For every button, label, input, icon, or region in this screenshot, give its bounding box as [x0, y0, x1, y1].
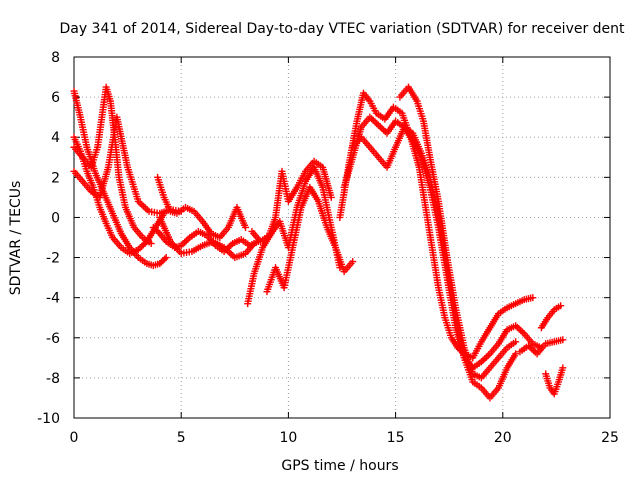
- chart-title: Day 341 of 2014, Sidereal Day-to-day VTE…: [59, 21, 625, 37]
- data-point-marker: [376, 123, 384, 131]
- series-satellite-track-15: [516, 336, 567, 358]
- y-tick-label: -8: [46, 371, 60, 387]
- data-point-marker: [373, 120, 381, 128]
- y-tick-label: -4: [46, 291, 60, 307]
- data-point-marker: [242, 223, 250, 231]
- x-tick-label: 20: [494, 430, 512, 446]
- data-point-marker: [162, 254, 170, 262]
- data-point-marker: [349, 258, 357, 266]
- data-point-marker: [138, 242, 146, 250]
- data-point-marker: [483, 353, 491, 361]
- y-tick-label: 0: [51, 210, 60, 226]
- y-tick-labels: -10 -8 -6 -4 -2 0 2 4 6 8: [37, 50, 60, 427]
- data-point-marker: [369, 116, 377, 124]
- y-tick-label: -10: [37, 411, 60, 427]
- series-satellite-track-9: [248, 157, 335, 246]
- series-satellite-track-14: [396, 83, 520, 382]
- data-point-marker: [327, 193, 335, 201]
- data-point-marker: [519, 328, 527, 336]
- y-tick-label: 2: [51, 170, 60, 186]
- data-point-marker: [161, 255, 169, 263]
- data-series: [70, 83, 567, 402]
- data-point-marker: [147, 240, 155, 248]
- y-tick-label: -6: [46, 331, 60, 347]
- y-tick-label: 4: [51, 130, 60, 146]
- data-point-marker: [529, 294, 537, 302]
- data-point-marker: [484, 351, 492, 359]
- data-point-marker: [250, 240, 258, 248]
- data-point-marker: [380, 126, 388, 134]
- data-point-marker: [481, 355, 489, 363]
- x-tick-labels: 0 5 10 15 20 25: [70, 430, 619, 446]
- data-point-marker: [378, 124, 386, 132]
- y-tick-label: 6: [51, 90, 60, 106]
- y-tick-label: 8: [51, 50, 60, 66]
- data-point-marker: [513, 323, 521, 331]
- data-point-marker: [512, 350, 520, 358]
- data-point-marker: [181, 238, 189, 246]
- series-satellite-track-7: [156, 213, 258, 262]
- series-satellite-track-10: [263, 183, 357, 296]
- series-satellite-track-4: [70, 113, 185, 217]
- x-tick-label: 5: [177, 430, 186, 446]
- x-tick-label: 0: [70, 430, 79, 446]
- data-point-marker: [371, 118, 379, 126]
- series-satellite-track-11: [336, 89, 537, 362]
- axis-ticks: [73, 56, 611, 419]
- x-tick-label: 15: [387, 430, 405, 446]
- y-tick-label: -2: [46, 251, 60, 267]
- x-axis-label: GPS time / hours: [281, 458, 398, 474]
- series-satellite-track-12: [340, 113, 545, 372]
- grid-lines: [74, 57, 610, 418]
- data-point-marker: [530, 347, 538, 355]
- plot-border: [73, 56, 611, 419]
- data-point-marker: [374, 121, 382, 129]
- x-tick-label: 25: [601, 430, 619, 446]
- series-satellite-track-17: [542, 364, 567, 398]
- data-point-marker: [182, 237, 190, 245]
- data-point-marker: [559, 364, 567, 372]
- data-point-marker: [559, 336, 567, 344]
- x-tick-label: 10: [279, 430, 297, 446]
- series-satellite-track-3: [70, 83, 155, 248]
- series-satellite-track-16: [537, 302, 565, 332]
- data-point-marker: [512, 338, 520, 346]
- data-point-marker: [557, 302, 565, 310]
- data-point-marker: [517, 327, 525, 335]
- data-point-marker: [154, 228, 162, 236]
- y-axis-label: SDTVAR / TECUs: [8, 181, 24, 296]
- series-satellite-track-6: [154, 173, 250, 241]
